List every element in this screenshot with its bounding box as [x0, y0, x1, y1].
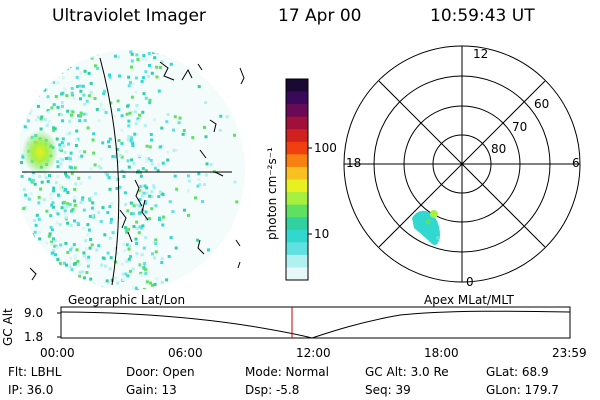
- altitude-ytick-1: 1.8: [24, 330, 44, 344]
- mlt-label-0: 0: [466, 275, 474, 289]
- colorbar-frame: [285, 78, 309, 281]
- colorbar-swatch: [286, 91, 308, 105]
- colorbar-swatch: [286, 79, 308, 93]
- colorbar-swatch: [286, 229, 308, 243]
- mlt-label-12: 12: [473, 47, 489, 61]
- lat-label-60: 60: [534, 97, 550, 111]
- colorbar-swatch: [286, 179, 308, 193]
- time-label: 10:59:43 UT: [430, 6, 535, 26]
- lat-label-80: 80: [491, 142, 507, 156]
- date-label: 17 Apr 00: [278, 6, 362, 26]
- colorbar-swatch: [286, 141, 308, 155]
- colorbar-tick-100: 100: [314, 141, 337, 155]
- colorbar-swatch: [286, 267, 308, 281]
- xtick-0600: 06:00: [168, 346, 203, 360]
- xtick-1800: 18:00: [424, 346, 459, 360]
- colorbar-swatch: [286, 242, 308, 256]
- glon-label: GLon: 179.7: [486, 383, 559, 397]
- xtick-0000: 00:00: [40, 346, 75, 360]
- polar-emission: [412, 210, 440, 245]
- colorbar-swatch: [286, 104, 308, 118]
- instrument-title: Ultraviolet Imager: [52, 6, 206, 26]
- geographic-title: Geographic Lat/Lon: [68, 293, 186, 307]
- gc-alt-label: GC Alt: 3.0 Re: [365, 365, 449, 379]
- colorbar-swatch: [286, 129, 308, 143]
- colorbar-swatch: [286, 254, 308, 268]
- colorbar-swatches: [286, 79, 308, 281]
- colorbar-swatch: [286, 217, 308, 231]
- seq-label: Seq: 39: [365, 383, 411, 397]
- mlt-label-6: 6: [572, 156, 580, 170]
- altitude-frame: [60, 306, 571, 339]
- colorbar-swatch: [286, 116, 308, 130]
- ip-label: IP: 36.0: [8, 383, 54, 397]
- gain-label: Gain: 13: [126, 383, 177, 397]
- xtick-1200: 12:00: [296, 346, 331, 360]
- altitude-ytick-9: 9.0: [24, 306, 44, 320]
- mode-label: Mode: Normal: [245, 365, 329, 379]
- colorbar-swatch: [286, 192, 308, 206]
- glat-label: GLat: 68.9: [486, 365, 549, 379]
- door-label: Door: Open: [126, 365, 195, 379]
- mlt-label-18: 18: [346, 156, 362, 170]
- bright-spot: [22, 130, 58, 174]
- colorbar-swatch: [286, 166, 308, 180]
- colorbar-tick-10: 10: [314, 227, 330, 241]
- filter-label: Flt: LBHL: [8, 365, 62, 379]
- colorbar-swatch: [286, 154, 308, 168]
- altitude-curve: [60, 310, 571, 339]
- dsp-label: Dsp: -5.8: [245, 383, 300, 397]
- colorbar-swatch: [286, 204, 308, 218]
- coastlines: [29, 61, 245, 281]
- mlt-line-15-3: [378, 80, 546, 248]
- xtick-2359: 23:59: [552, 346, 587, 360]
- apex-title: Apex MLat/MLT: [424, 293, 514, 307]
- meridian-line: [99, 57, 120, 286]
- lat-label-70: 70: [512, 120, 528, 134]
